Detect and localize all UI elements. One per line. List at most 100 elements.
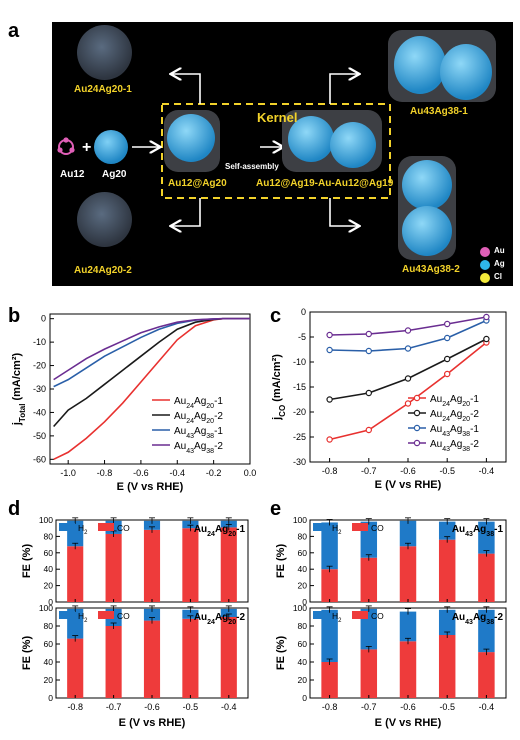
y-tick-label: 0 <box>41 314 46 324</box>
schematic-arrows: + <box>57 22 490 283</box>
legend-label-co: CO <box>371 523 384 533</box>
legend-label: Au43Ag38-2 <box>174 441 223 455</box>
data-point <box>365 389 373 397</box>
data-point <box>326 436 333 443</box>
bar-h2 <box>360 608 378 650</box>
x-tick-label: -0.4 <box>221 702 237 712</box>
bar-co <box>438 635 456 698</box>
x-tick-label: -0.7 <box>361 466 377 476</box>
data-point <box>404 375 412 382</box>
cluster-au43ag38-1-left <box>394 36 446 94</box>
y-tick-label: -30 <box>293 457 306 467</box>
legend-cl-label: Cl <box>494 272 502 281</box>
y-axis-label: jCO (mA/cm²) <box>271 354 287 421</box>
chart-d2-fe: 0 20 40 60 80 100 FE (%) -0.8 -0.7 -0.6 -0.5 -0.4 E … <box>21 603 249 729</box>
y-tick-label: 100 <box>39 515 53 525</box>
y-tick-label: -25 <box>293 432 306 442</box>
label-au43ag38-1: Au43Ag38-1 <box>410 106 468 117</box>
y-tick-label: -30 <box>33 384 46 394</box>
bar-co <box>478 553 495 602</box>
chart-title: Au24Ag20-2 <box>194 612 246 626</box>
x-tick-label: -0.7 <box>361 702 377 712</box>
x-tick-label: -1.0 <box>60 468 76 478</box>
panel-letter-e: e <box>270 498 282 520</box>
bar-co <box>360 649 378 698</box>
x-tick-label: -0.6 <box>400 702 416 712</box>
x-tick-label: -0.4 <box>479 702 495 712</box>
bar-co <box>105 626 122 698</box>
bar-co <box>182 528 199 602</box>
bar-co <box>321 662 338 698</box>
bar-co <box>143 529 161 602</box>
legend-marker <box>413 439 421 447</box>
legend-label-h2: H2 <box>78 611 87 624</box>
y-tick-label: 0 <box>48 597 53 607</box>
x-tick-label: -0.8 <box>322 702 338 712</box>
legend-label-co: CO <box>371 611 384 621</box>
bar-h2 <box>143 520 161 530</box>
bar-co <box>67 546 84 602</box>
data-point <box>443 334 451 342</box>
x-tick-label: -0.8 <box>67 702 83 712</box>
y-tick-label: 60 <box>298 548 308 558</box>
bar-h2 <box>143 608 161 621</box>
data-point <box>326 346 333 354</box>
data-point <box>404 400 412 407</box>
y-tick-label: 100 <box>39 603 53 613</box>
cluster-au24ag20-1 <box>77 25 132 80</box>
cluster-au43ag38-2-bottom <box>402 206 452 256</box>
x-tick-label: -0.7 <box>106 702 122 712</box>
y-tick-label: 20 <box>298 675 308 685</box>
x-tick-label: -0.4 <box>170 468 186 478</box>
legend-label: Au43Ag38-2 <box>430 439 479 453</box>
x-axis-label: E (V vs RHE) <box>375 717 442 729</box>
bar-h2 <box>182 609 199 619</box>
y-tick-label: 60 <box>298 639 308 649</box>
label-au43ag38-2: Au43Ag38-2 <box>402 264 460 275</box>
label-au12: Au12 <box>60 169 85 180</box>
data-point <box>404 345 412 352</box>
data-point <box>326 331 333 339</box>
y-axis-label: jTotal (mA/cm²) <box>11 353 27 427</box>
data-point <box>365 426 373 434</box>
cluster-au43ag38-2-top <box>402 160 452 210</box>
legend-au-label: Au <box>494 246 505 255</box>
legend-marker <box>413 394 421 402</box>
y-axis-label: FE (%) <box>275 636 287 671</box>
legend-label: Au43Ag38-1 <box>174 426 223 440</box>
ag20-cage-icon <box>94 130 128 164</box>
bar-co <box>478 652 495 698</box>
legend-label: Au24Ag20-2 <box>174 411 223 425</box>
y-tick-label: -15 <box>293 382 306 392</box>
bar-co <box>67 638 84 698</box>
chart-b-total-current: -1.0 -0.8 -0.6 -0.4 -0.2 0.0 0 -10 -20 -30 -40 -50 -… <box>11 313 257 493</box>
y-tick-label: -10 <box>293 357 306 367</box>
y-tick-label: 40 <box>44 564 54 574</box>
y-axis-label: FE (%) <box>21 544 33 579</box>
x-axis-label: E (V vs RHE) <box>117 481 184 493</box>
x-tick-label: -0.5 <box>439 466 455 476</box>
y-tick-label: -20 <box>33 361 46 371</box>
x-tick-label: -0.6 <box>144 702 160 712</box>
data-point <box>483 335 490 343</box>
cluster-half-right <box>330 122 376 168</box>
bar-co <box>360 557 378 602</box>
bar-co <box>399 546 417 602</box>
y-tick-label: 100 <box>293 603 307 613</box>
y-tick-label: -20 <box>293 407 306 417</box>
chart-c-co-current: -0.8 -0.7 -0.6 -0.5 -0.4 0 -5 -10 -15 -20 -25 -30 E … <box>271 307 507 491</box>
y-tick-label: 60 <box>44 639 54 649</box>
y-tick-label: 20 <box>44 675 54 685</box>
au12-icon <box>57 137 75 155</box>
x-axis-label: E (V vs RHE) <box>119 717 186 729</box>
data-point <box>483 313 490 321</box>
bar-h2 <box>399 520 417 547</box>
x-tick-label: 0.0 <box>244 468 257 478</box>
x-tick-label: -0.4 <box>479 466 495 476</box>
bar-co <box>399 641 417 698</box>
series-line-0 <box>53 317 250 461</box>
y-tick-label: 0 <box>48 693 53 703</box>
bar-co <box>438 539 456 602</box>
bar-h2 <box>182 520 199 529</box>
series-line-0 <box>329 341 487 441</box>
